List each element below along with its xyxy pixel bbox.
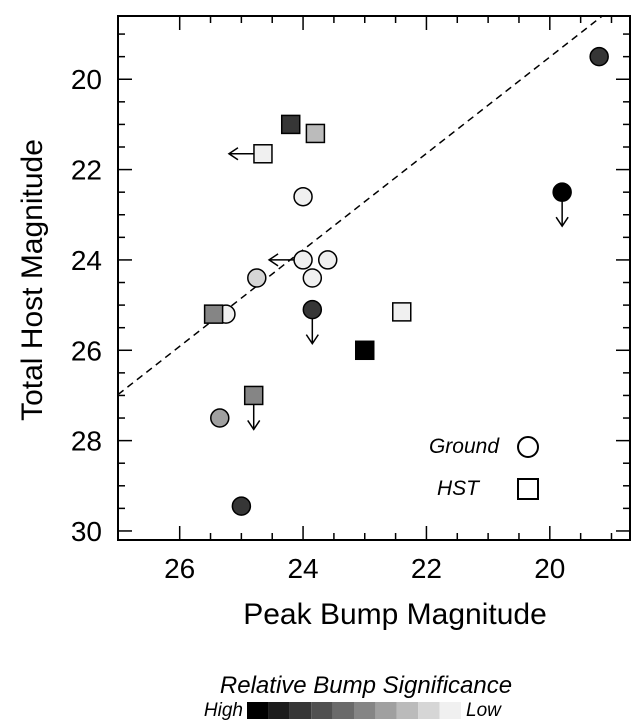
ground-point: [231, 496, 252, 516]
color-scale-swatch: [289, 702, 312, 719]
hst-point: [280, 114, 301, 135]
color-scale-swatch: [354, 702, 376, 719]
color-scale-swatch: [268, 702, 290, 719]
ground-point: [552, 182, 572, 202]
color-scale-swatch: [375, 702, 397, 719]
color-scale-swatch: [396, 702, 419, 719]
y-tick-label: 20: [71, 64, 102, 95]
x-axis-label: Peak Bump Magnitude: [243, 598, 547, 631]
hst-point: [392, 302, 412, 322]
hst-point: [203, 304, 224, 324]
limit-arrowhead: [555, 216, 569, 228]
legend-marker-circle: [517, 436, 539, 458]
y-tick-label: 22: [71, 155, 102, 186]
limit-arrowhead: [267, 253, 279, 267]
legend: Ground HST: [429, 435, 539, 500]
legend-label-hst: HST: [437, 477, 481, 500]
ground-point: [589, 46, 609, 67]
ground-point: [302, 299, 323, 320]
color-scale-high-label: High: [204, 700, 243, 721]
ground-point: [293, 250, 313, 270]
color-scale: Relative Bump Significance High Low: [204, 672, 512, 721]
legend-label-ground: Ground: [429, 435, 500, 458]
legend-marker-square: [517, 478, 539, 500]
color-scale-swatch: [418, 702, 440, 719]
x-tick-label: 22: [411, 553, 442, 584]
y-tick-label: 26: [71, 335, 102, 366]
limit-arrowhead: [305, 334, 319, 345]
reference-line: [118, 16, 603, 396]
y-tick-label: 24: [71, 245, 102, 276]
ground-point: [317, 250, 338, 270]
ground-point: [302, 268, 323, 288]
x-tick-label: 26: [164, 553, 195, 584]
color-scale-swatch: [332, 702, 354, 719]
x-tick-label: 24: [287, 553, 318, 584]
color-scale-low-label: Low: [466, 700, 502, 721]
color-scale-swatch: [439, 702, 461, 719]
color-scale-swatch: [311, 702, 333, 719]
hst-point: [305, 123, 326, 144]
ground-point: [247, 268, 267, 288]
y-axis-label: Total Host Magnitude: [16, 139, 49, 421]
color-scale-title: Relative Bump Significance: [220, 672, 512, 699]
hst-point: [243, 385, 264, 406]
y-tick-label: 30: [71, 516, 102, 547]
ground-point: [293, 186, 313, 207]
limit-arrowhead: [247, 420, 261, 431]
ground-point: [210, 408, 230, 428]
hst-point: [253, 144, 273, 164]
plot-frame: [117, 15, 631, 541]
limit-arrowhead: [227, 147, 239, 161]
hst-point: [354, 340, 375, 361]
y-tick-label: 28: [71, 426, 102, 457]
x-tick-label: 20: [534, 553, 565, 584]
color-scale-swatch: [247, 702, 269, 719]
